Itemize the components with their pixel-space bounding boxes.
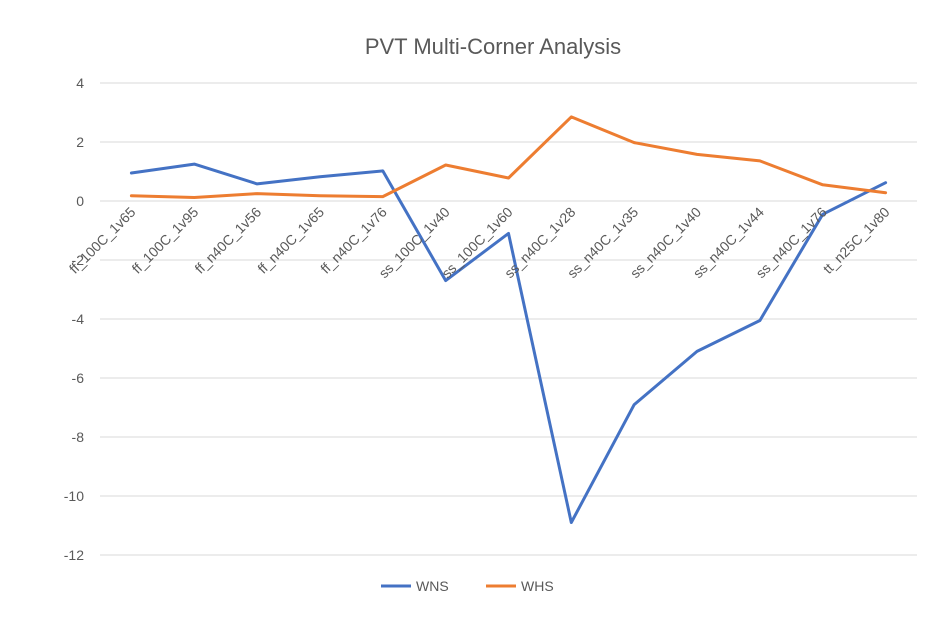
data-point-whs [507, 176, 510, 179]
data-point-wns [758, 319, 761, 322]
data-point-wns [696, 350, 699, 353]
data-point-whs [130, 194, 133, 197]
y-axis-tick-labels: 4 2 0 -2 -4 -6 -8 -10 -12 [64, 75, 84, 563]
data-point-whs [633, 141, 636, 144]
y-tick-label: 0 [76, 193, 84, 209]
chart-title: PVT Multi-Corner Analysis [364, 34, 622, 59]
data-point-wns [507, 232, 510, 235]
data-point-whs [758, 159, 761, 162]
data-point-whs [318, 194, 321, 197]
data-point-wns [318, 175, 321, 178]
y-tick-label: -2 [72, 252, 85, 268]
data-point-whs [696, 153, 699, 156]
data-point-wns [193, 163, 196, 166]
data-point-whs [821, 183, 824, 186]
data-point-whs [256, 192, 259, 195]
legend: WNS WHS [381, 578, 554, 594]
legend-label-wns: WNS [416, 578, 449, 594]
y-tick-label: -8 [72, 429, 85, 445]
legend-label-whs: WHS [521, 578, 554, 594]
data-point-wns [381, 169, 384, 172]
data-point-whs [193, 196, 196, 199]
x-axis-tick-labels: ff_100C_1v65ff_100C_1v95ff_n40C_1v56ff_n… [66, 204, 893, 282]
data-point-whs [444, 164, 447, 167]
data-point-wns [130, 171, 133, 174]
x-tick-label: tt_n25C_1v80 [820, 204, 893, 277]
data-point-wns [256, 182, 259, 185]
series-lines [129, 115, 888, 524]
data-point-wns [884, 181, 887, 184]
data-point-wns [633, 403, 636, 406]
data-point-whs [381, 195, 384, 198]
series-line-wns [129, 162, 888, 524]
data-point-whs [884, 191, 887, 194]
y-tick-label: 4 [76, 75, 84, 91]
series-line-whs [129, 115, 888, 199]
y-tick-label: 2 [76, 134, 84, 150]
y-tick-label: -12 [64, 547, 84, 563]
y-tick-label: -4 [72, 311, 85, 327]
y-tick-label: -6 [72, 370, 85, 386]
y-tick-label: -10 [64, 488, 84, 504]
data-point-wns [570, 521, 573, 524]
data-point-whs [570, 115, 573, 118]
gridlines [100, 82, 917, 556]
